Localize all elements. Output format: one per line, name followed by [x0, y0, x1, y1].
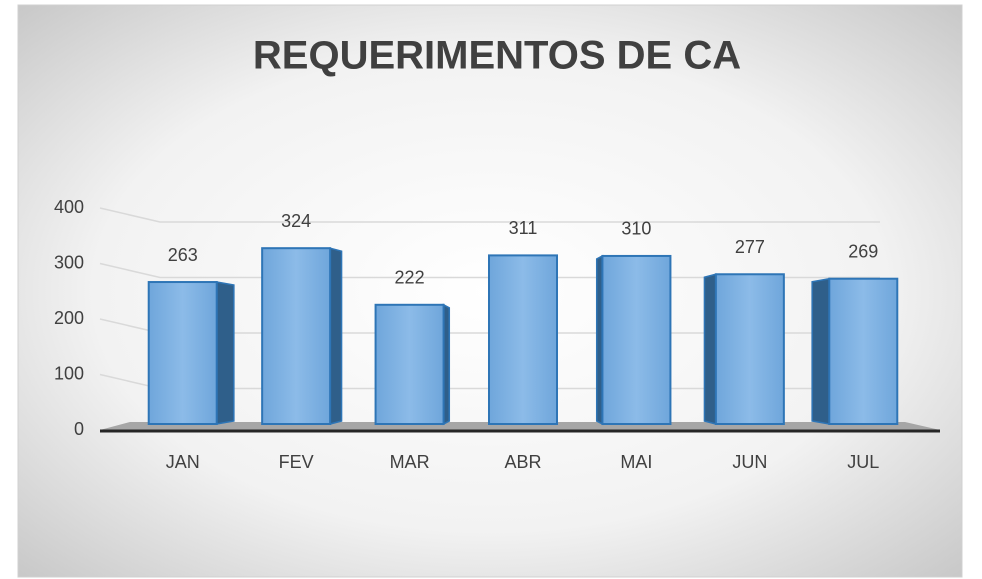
chart-title: REQUERIMENTOS DE CA	[253, 34, 741, 78]
bar	[714, 273, 785, 426]
x-tick-label: JUL	[847, 452, 879, 472]
y-tick-label: 300	[54, 252, 84, 272]
bar-side	[703, 273, 717, 425]
bar	[147, 281, 218, 425]
data-label: 269	[848, 241, 878, 261]
data-label: 310	[621, 219, 651, 239]
data-label: 222	[395, 268, 425, 288]
x-tick-label: JUN	[732, 452, 767, 472]
data-label: 263	[168, 245, 198, 265]
x-tick-label: JAN	[166, 452, 200, 472]
y-tick-label: 0	[74, 419, 84, 439]
y-tick-label: 100	[54, 363, 84, 383]
x-tick-label: MAR	[390, 452, 430, 472]
bar	[261, 247, 332, 425]
bar	[488, 254, 558, 425]
data-label: 277	[735, 237, 765, 257]
x-tick-label: MAI	[620, 452, 652, 472]
bar-side	[811, 277, 831, 425]
y-tick-label: 200	[54, 308, 84, 328]
bar	[601, 254, 672, 425]
bar	[828, 277, 899, 425]
bar	[374, 303, 445, 426]
data-label: 311	[509, 218, 538, 238]
y-tick-label: 400	[54, 197, 84, 217]
bar-side	[329, 247, 343, 425]
x-tick-label: FEV	[279, 452, 314, 472]
grid-line	[99, 207, 880, 223]
data-label: 324	[281, 211, 311, 231]
bar-side	[215, 281, 235, 425]
x-tick-label: ABR	[504, 452, 541, 472]
